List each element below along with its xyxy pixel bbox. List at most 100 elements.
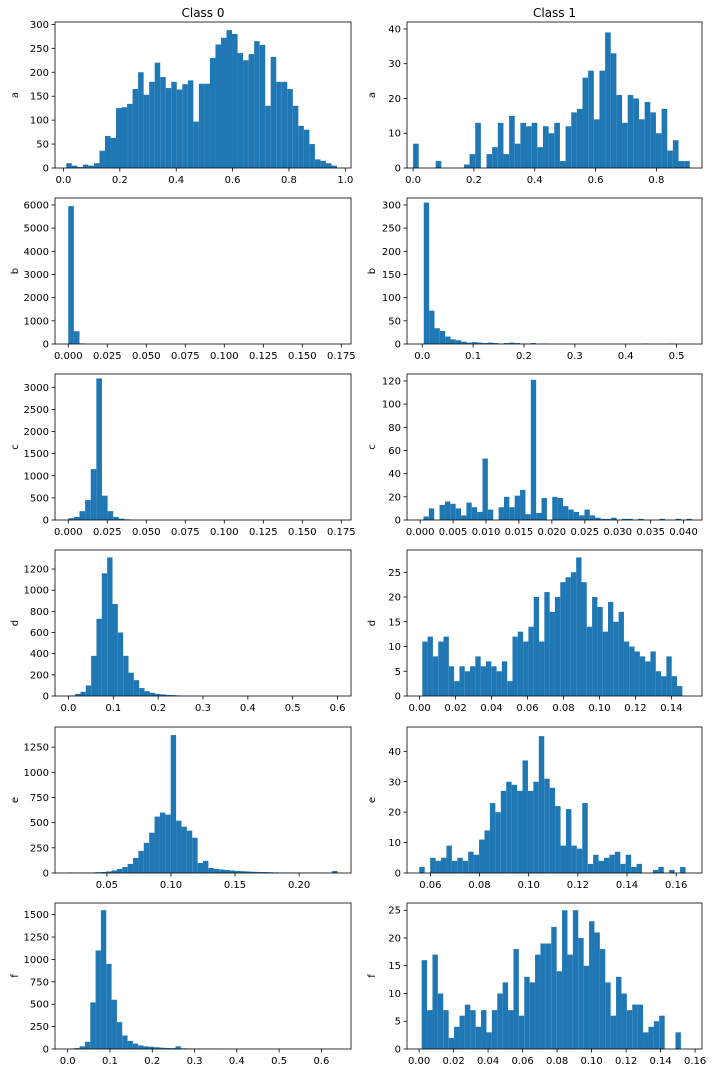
histogram-bar (497, 122, 504, 168)
histogram-bar (159, 812, 166, 873)
y-tick-label: 0 (43, 692, 49, 703)
x-tick-label: 0.4 (527, 175, 543, 186)
y-tick-label: 500 (30, 493, 49, 504)
histogram-bar (568, 509, 574, 520)
histogram-bar (192, 837, 198, 873)
histogram-bar (219, 869, 225, 873)
histogram-bar (209, 57, 216, 168)
histogram-bar (413, 143, 419, 168)
histogram-bar (122, 866, 128, 873)
histogram-bar (487, 509, 494, 520)
y-tick-label: 100 (382, 293, 401, 304)
x-tick-label: 0.030 (603, 527, 632, 538)
histogram-bar (576, 108, 583, 168)
histogram-panel-e-class-0: 0.05 0.10 0.15 0.20 0 250 500 750 1000 1250 e (10, 726, 352, 891)
histogram-bar (154, 62, 161, 168)
histogram-bar (448, 666, 455, 696)
histogram-bar (170, 1048, 176, 1049)
histogram-bar (517, 790, 523, 874)
y-tick-label: 0 (43, 516, 49, 527)
histogram-bar (68, 206, 74, 344)
histogram-bar (454, 1026, 460, 1049)
x-tick-label: 0.08 (468, 880, 490, 891)
y-tick-label: 10 (388, 642, 401, 653)
histogram-bar (517, 631, 524, 696)
y-tick-label: 1200 (24, 565, 49, 576)
histogram-bar (101, 573, 108, 696)
histogram-bar (443, 1010, 449, 1049)
histogram-bar (562, 506, 569, 520)
histogram-bar (593, 119, 600, 168)
x-tick-label: 0.08 (546, 1056, 568, 1067)
histogram-bar (113, 516, 119, 520)
histogram-bar (469, 154, 476, 168)
histogram-bar (482, 343, 488, 344)
histogram-bar (666, 656, 672, 696)
x-tick-label: 0.4 (618, 351, 634, 362)
y-tick-label: 5 (395, 1017, 401, 1028)
histogram-bar (446, 845, 452, 874)
x-tick-label: 0.00 (408, 703, 430, 714)
histogram-bar (445, 336, 451, 344)
histogram-bar (627, 95, 634, 168)
y-tick-label: 50 (36, 140, 49, 151)
y-tick-label: 300 (30, 20, 49, 31)
x-tick-label: 0.075 (171, 351, 200, 362)
histogram-bar (138, 72, 144, 168)
histogram-bar (536, 513, 542, 520)
histogram-bar (597, 606, 603, 696)
histogram-bar (429, 310, 435, 344)
histogram-bar (128, 672, 134, 696)
y-tick-label: 25 (388, 568, 401, 579)
histogram-bar (471, 342, 478, 344)
y-tick-label: 200 (382, 247, 401, 258)
histogram-bar (599, 949, 606, 1049)
histogram-bar (486, 154, 493, 168)
histogram-bar (588, 70, 594, 168)
x-tick-label: 0.0 (56, 175, 72, 186)
histogram-bar (609, 854, 615, 873)
histogram-bar (127, 1040, 133, 1049)
histogram-bar (437, 993, 444, 1049)
histogram-bar (419, 866, 425, 873)
histogram-bar (525, 514, 531, 520)
histogram-bar (626, 1010, 633, 1049)
y-tick-label: 2500 (24, 405, 49, 416)
histogram-bar (435, 860, 442, 873)
y-tick-label: 60 (388, 446, 401, 457)
histogram-panel-c-class-1: 0.000 0.005 0.010 0.015 0.020 0.025 0.030 0.035… (367, 373, 703, 538)
y-tick-label: 40 (388, 24, 401, 35)
x-tick-label: 0.2 (516, 351, 532, 362)
histogram-bar (672, 140, 679, 168)
histogram-bar (565, 809, 572, 874)
x-tick-label: 0.02 (442, 1056, 464, 1067)
histogram-bar (600, 518, 606, 520)
histogram-bar (459, 1015, 465, 1049)
histogram-bar (552, 496, 558, 520)
histogram-bar (487, 342, 494, 344)
histogram-bar (477, 342, 483, 344)
y-tick-label: 250 (30, 1022, 49, 1033)
histogram-bar (463, 164, 470, 168)
histogram-bar (85, 500, 91, 520)
histogram-bar (176, 820, 182, 873)
axes-frame (54, 21, 352, 169)
histogram-bar (90, 1002, 96, 1049)
histogram-bar (182, 84, 188, 168)
histogram-bar (254, 41, 260, 168)
x-tick-label: 0.00 (408, 1056, 430, 1067)
x-tick-label: 0.06 (511, 1056, 533, 1067)
histogram-bar (599, 70, 606, 168)
histogram-bar (495, 812, 501, 873)
histogram-bar (127, 103, 133, 168)
histogram-bar (303, 129, 310, 168)
histogram-bar (74, 1048, 80, 1049)
histogram-bar (118, 518, 125, 520)
histogram-bar (559, 161, 566, 168)
histogram-bar (677, 686, 683, 696)
histogram-bar (122, 1035, 128, 1049)
histogram-bar (104, 135, 111, 168)
histogram-bar (462, 860, 469, 873)
y-axis-label: a (367, 92, 378, 98)
histogram-bar (610, 1015, 617, 1049)
